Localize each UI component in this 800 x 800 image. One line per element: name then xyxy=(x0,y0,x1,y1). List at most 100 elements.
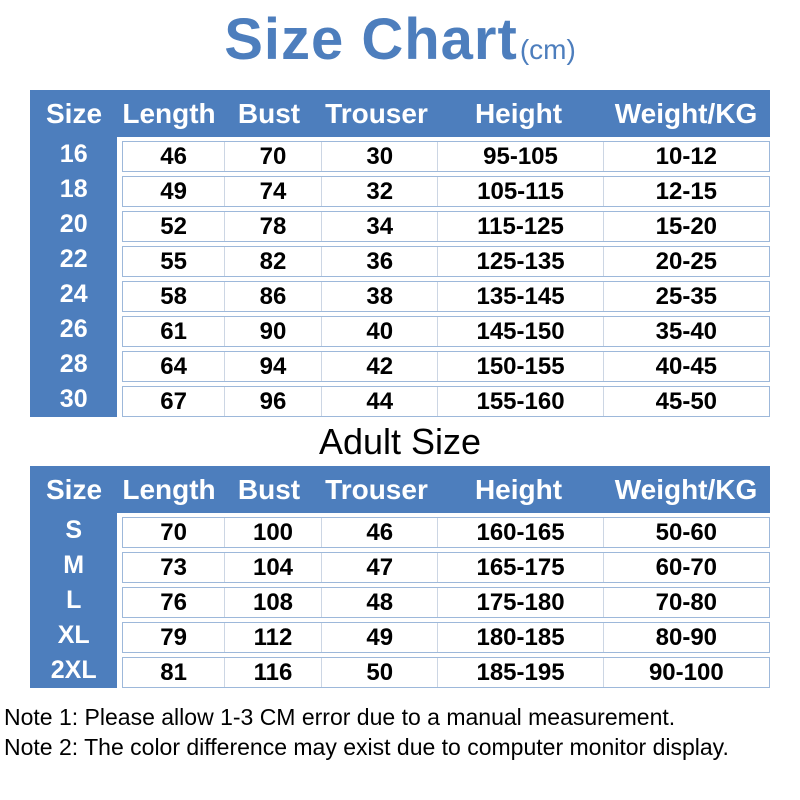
notes: Note 1: Please allow 1-3 CM error due to… xyxy=(4,702,800,762)
table-row: 73 104 47 165-175 60-70 xyxy=(122,552,770,583)
table-cell: 30 xyxy=(321,142,437,171)
note-line-1: Note 1: Please allow 1-3 CM error due to… xyxy=(4,704,676,730)
table-cell: 112 xyxy=(223,623,321,652)
title-unit: (cm) xyxy=(519,34,576,65)
table-cell: 34 xyxy=(321,212,437,241)
size-label-column: S M L XL 2XL xyxy=(30,513,118,688)
table-cell: 94 xyxy=(223,352,321,381)
size-label: 22 xyxy=(59,245,88,273)
table-cell: 67 xyxy=(160,387,187,415)
table-cell: 78 xyxy=(223,212,321,241)
size-label: M xyxy=(63,551,85,579)
size-label: 26 xyxy=(59,315,88,343)
table-cell: 82 xyxy=(223,247,321,276)
table-cell: 60-70 xyxy=(602,553,769,582)
table-cell: 175-180 xyxy=(437,588,602,617)
table-cell: 79 xyxy=(160,623,187,651)
table-cell: 70-80 xyxy=(602,588,769,617)
table-cell: 90-100 xyxy=(602,658,769,687)
table-cell: 108 xyxy=(223,588,321,617)
table-cell: 42 xyxy=(321,352,437,381)
table-cell: 61 xyxy=(160,317,187,345)
table-cell: 47 xyxy=(321,553,437,582)
table-cell: 36 xyxy=(321,247,437,276)
column-header: Bust xyxy=(237,473,301,505)
table-cell: 76 xyxy=(160,588,187,616)
table-cell: 135-145 xyxy=(437,282,602,311)
table-cell: 165-175 xyxy=(437,553,602,582)
table-cell: 64 xyxy=(160,352,187,380)
adult-size-heading: Adult Size xyxy=(318,421,482,462)
table-cell: 58 xyxy=(160,282,187,310)
table-cell: 96 xyxy=(223,387,321,416)
table-cell: 46 xyxy=(160,142,187,170)
table-cell: 104 xyxy=(223,553,321,582)
column-header: Trouser xyxy=(325,97,428,129)
title-text: Size Chart xyxy=(224,7,518,72)
table-cell: 116 xyxy=(223,658,321,687)
table-cell: 180-185 xyxy=(437,623,602,652)
column-header: Height xyxy=(474,473,563,505)
size-label: 24 xyxy=(59,280,88,308)
size-label: XL xyxy=(57,621,90,649)
page-title: Size Chart (cm) xyxy=(0,8,800,74)
table-row: 67 96 44 155-160 45-50 xyxy=(122,386,770,417)
table-cell: 73 xyxy=(160,553,187,581)
table-cell: 38 xyxy=(321,282,437,311)
table-cell: 145-150 xyxy=(437,317,602,346)
table-cell: 49 xyxy=(160,177,187,205)
column-header: Length xyxy=(122,473,216,505)
adult-size-table: Size Length Bust Trouser Height Weight/KG S M L X… xyxy=(30,466,770,688)
table-cell: 12-15 xyxy=(602,177,769,206)
size-chart-page: Size Chart (cm) Size Length Bust Trouser Hei… xyxy=(0,8,800,762)
column-header: Weight/KG xyxy=(614,97,758,129)
table-cell: 100 xyxy=(223,518,321,547)
table-cell: 32 xyxy=(321,177,437,206)
table-cell: 185-195 xyxy=(437,658,602,687)
table-cell: 70 xyxy=(160,518,187,546)
table-row: 81 116 50 185-195 90-100 xyxy=(122,657,770,688)
table-cell: 45-50 xyxy=(602,387,769,416)
table-cell: 55 xyxy=(160,247,187,275)
table-cell: 44 xyxy=(321,387,437,416)
size-label: L xyxy=(66,586,82,614)
size-label: 20 xyxy=(59,210,88,238)
table-cell: 40 xyxy=(321,317,437,346)
table-row: 52 78 34 115-125 15-20 xyxy=(122,211,770,242)
size-label: 16 xyxy=(59,140,88,168)
table-cell: 125-135 xyxy=(437,247,602,276)
column-header: Trouser xyxy=(325,473,428,505)
column-header: Length xyxy=(122,97,216,129)
table-cell: 15-20 xyxy=(602,212,769,241)
table-row: 58 86 38 135-145 25-35 xyxy=(122,281,770,312)
column-header: Height xyxy=(474,97,563,129)
table-cell: 70 xyxy=(223,142,321,171)
column-header: Size xyxy=(45,473,103,505)
table-row: 55 82 36 125-135 20-25 xyxy=(122,246,770,277)
size-label: 30 xyxy=(59,385,88,413)
kids-size-table: Size Length Bust Trouser Height Weight/KG 16 18… xyxy=(30,90,770,417)
table-cell: 46 xyxy=(321,518,437,547)
table-cell: 160-165 xyxy=(437,518,602,547)
size-label-column: 16 18 20 22 24 26 28 30 xyxy=(30,137,118,417)
table-row: 70 100 46 160-165 50-60 xyxy=(122,517,770,548)
size-label: S xyxy=(65,516,83,544)
table-cell: 105-115 xyxy=(437,177,602,206)
table-row: 79 112 49 180-185 80-90 xyxy=(122,622,770,653)
column-header: Bust xyxy=(237,97,301,129)
note-line-2: Note 2: The color difference may exist d… xyxy=(4,734,729,760)
column-header: Size xyxy=(45,97,103,129)
table-header-row: Size Length Bust Trouser Height Weight/KG xyxy=(30,466,770,513)
table-row: 46 70 30 95-105 10-12 xyxy=(122,141,770,172)
table-row: 64 94 42 150-155 40-45 xyxy=(122,351,770,382)
table-cell: 50-60 xyxy=(602,518,769,547)
table-cell: 80-90 xyxy=(602,623,769,652)
table-cell: 95-105 xyxy=(437,142,602,171)
table-cell: 20-25 xyxy=(602,247,769,276)
size-label: 2XL xyxy=(50,656,97,684)
table-header-row: Size Length Bust Trouser Height Weight/KG xyxy=(30,90,770,137)
table-cell: 35-40 xyxy=(602,317,769,346)
table-cell: 40-45 xyxy=(602,352,769,381)
table-row: 76 108 48 175-180 70-80 xyxy=(122,587,770,618)
table-row: 49 74 32 105-115 12-15 xyxy=(122,176,770,207)
